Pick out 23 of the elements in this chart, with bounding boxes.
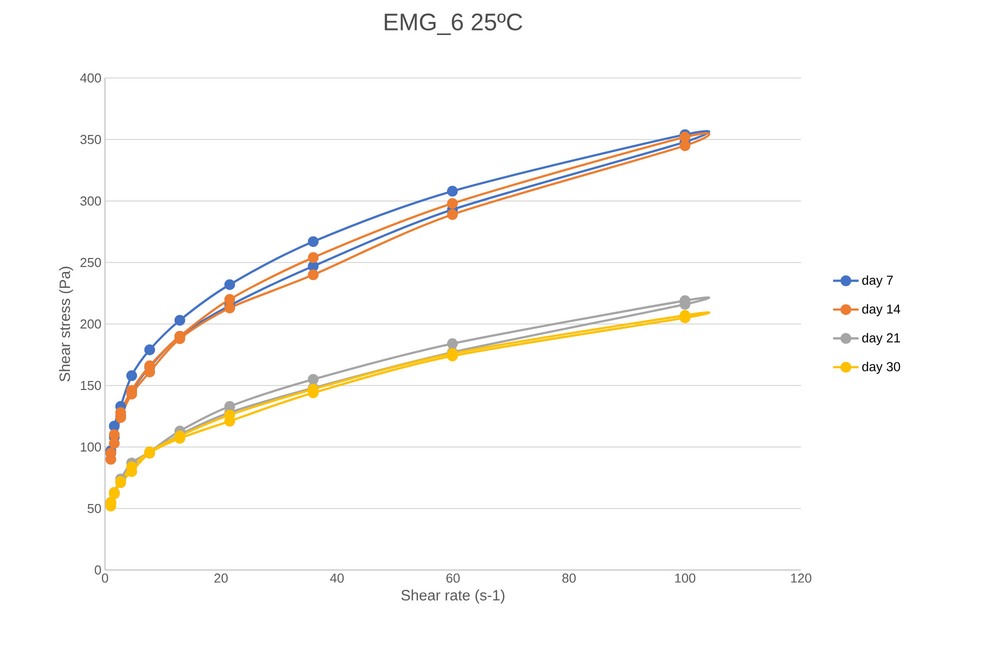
x-tick-label: 0 bbox=[102, 574, 108, 583]
chart-title: EMG_6 25ºC bbox=[384, 14, 522, 35]
x-tick-label: 120 bbox=[791, 574, 812, 583]
x-tick-label: 20 bbox=[214, 574, 228, 583]
y-tick-label: 400 bbox=[80, 73, 101, 83]
y-tick-label: 100 bbox=[80, 442, 101, 452]
legend-label: day 7 bbox=[862, 275, 893, 288]
legend-label: day 30 bbox=[862, 362, 900, 374]
legend-label: day 21 bbox=[862, 332, 900, 346]
y-tick-label: 200 bbox=[80, 319, 101, 329]
y-tick-label: 350 bbox=[80, 134, 101, 144]
y-axis-title: Shear stress (Pa) bbox=[59, 266, 74, 382]
y-tick-label: 0 bbox=[94, 565, 101, 575]
x-tick-label: 40 bbox=[330, 574, 344, 583]
y-tick-label: 50 bbox=[88, 504, 101, 514]
x-tick-label: 80 bbox=[562, 574, 576, 583]
x-tick-label: 100 bbox=[675, 574, 696, 583]
y-tick-label: 300 bbox=[80, 196, 101, 206]
x-axis-title: Shear rate (s-1) bbox=[401, 590, 504, 604]
y-tick-label: 150 bbox=[80, 380, 101, 390]
legend-label: day 14 bbox=[862, 304, 900, 316]
x-tick-label: 60 bbox=[446, 574, 460, 583]
y-tick-label: 250 bbox=[80, 258, 101, 268]
